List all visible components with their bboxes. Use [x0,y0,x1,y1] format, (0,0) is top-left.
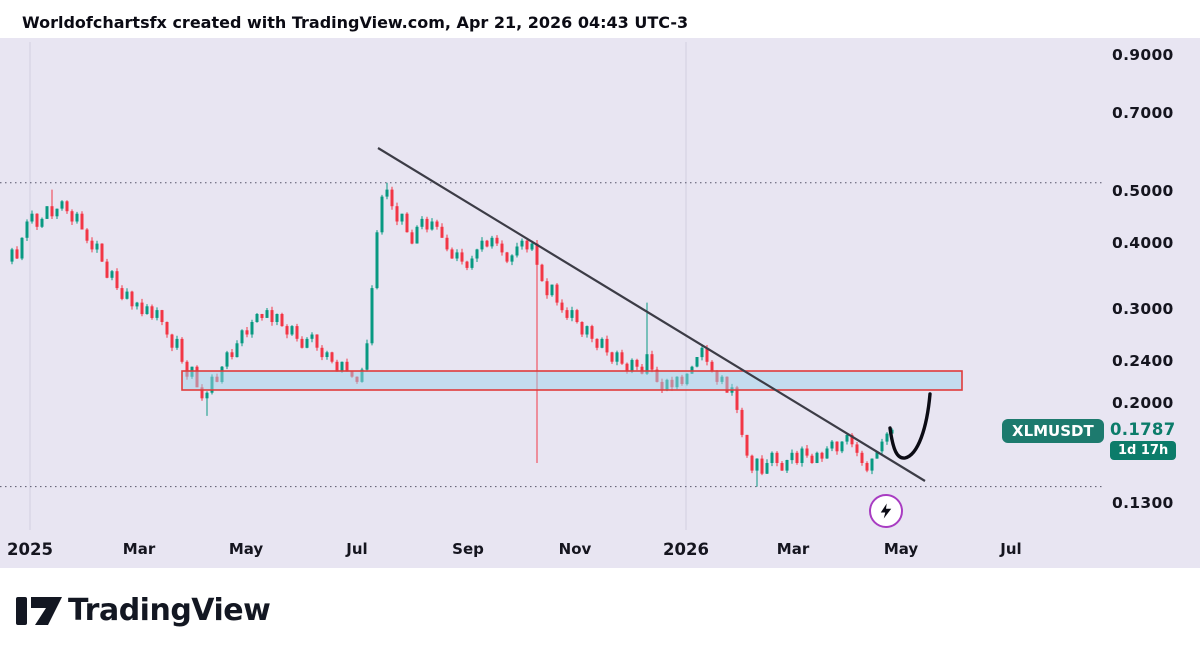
x-axis-label: Mar [776,540,810,558]
x-axis-label: Jul [1000,540,1022,558]
tradingview-wordmark[interactable]: TradingView [68,593,271,628]
y-axis-label: 0.2000 [1112,394,1174,412]
x-axis-label: Mar [122,540,156,558]
chart-title: Worldofchartsfx created with TradingView… [22,13,689,32]
last-price-label: 0.1787 [1110,420,1176,439]
y-axis-label: 0.9000 [1112,46,1174,64]
y-axis-label: 0.3000 [1112,300,1174,318]
y-axis-label: 0.7000 [1112,104,1174,122]
x-axis-label: May [883,540,919,558]
lightning-bolt-icon [880,503,892,519]
x-axis-label: Nov [558,540,592,558]
y-axis-label: 0.1300 [1112,494,1174,512]
y-axis-label: 0.2400 [1112,352,1174,370]
x-axis-label: Jul [346,540,368,558]
chart-canvas[interactable] [0,38,1200,568]
tradingview-logo[interactable] [14,588,64,634]
y-axis-label: 0.4000 [1112,234,1174,252]
y-axis-label: 0.5000 [1112,182,1174,200]
flash-icon[interactable] [869,494,903,528]
symbol-badge: XLMUSDT [1002,419,1104,443]
bar-countdown-label: 1d 17h [1110,441,1177,460]
x-axis-label: Sep [452,540,484,558]
x-axis-label: May [228,540,264,558]
x-axis-label: 2026 [663,540,709,559]
x-axis-label: 2025 [7,540,53,559]
